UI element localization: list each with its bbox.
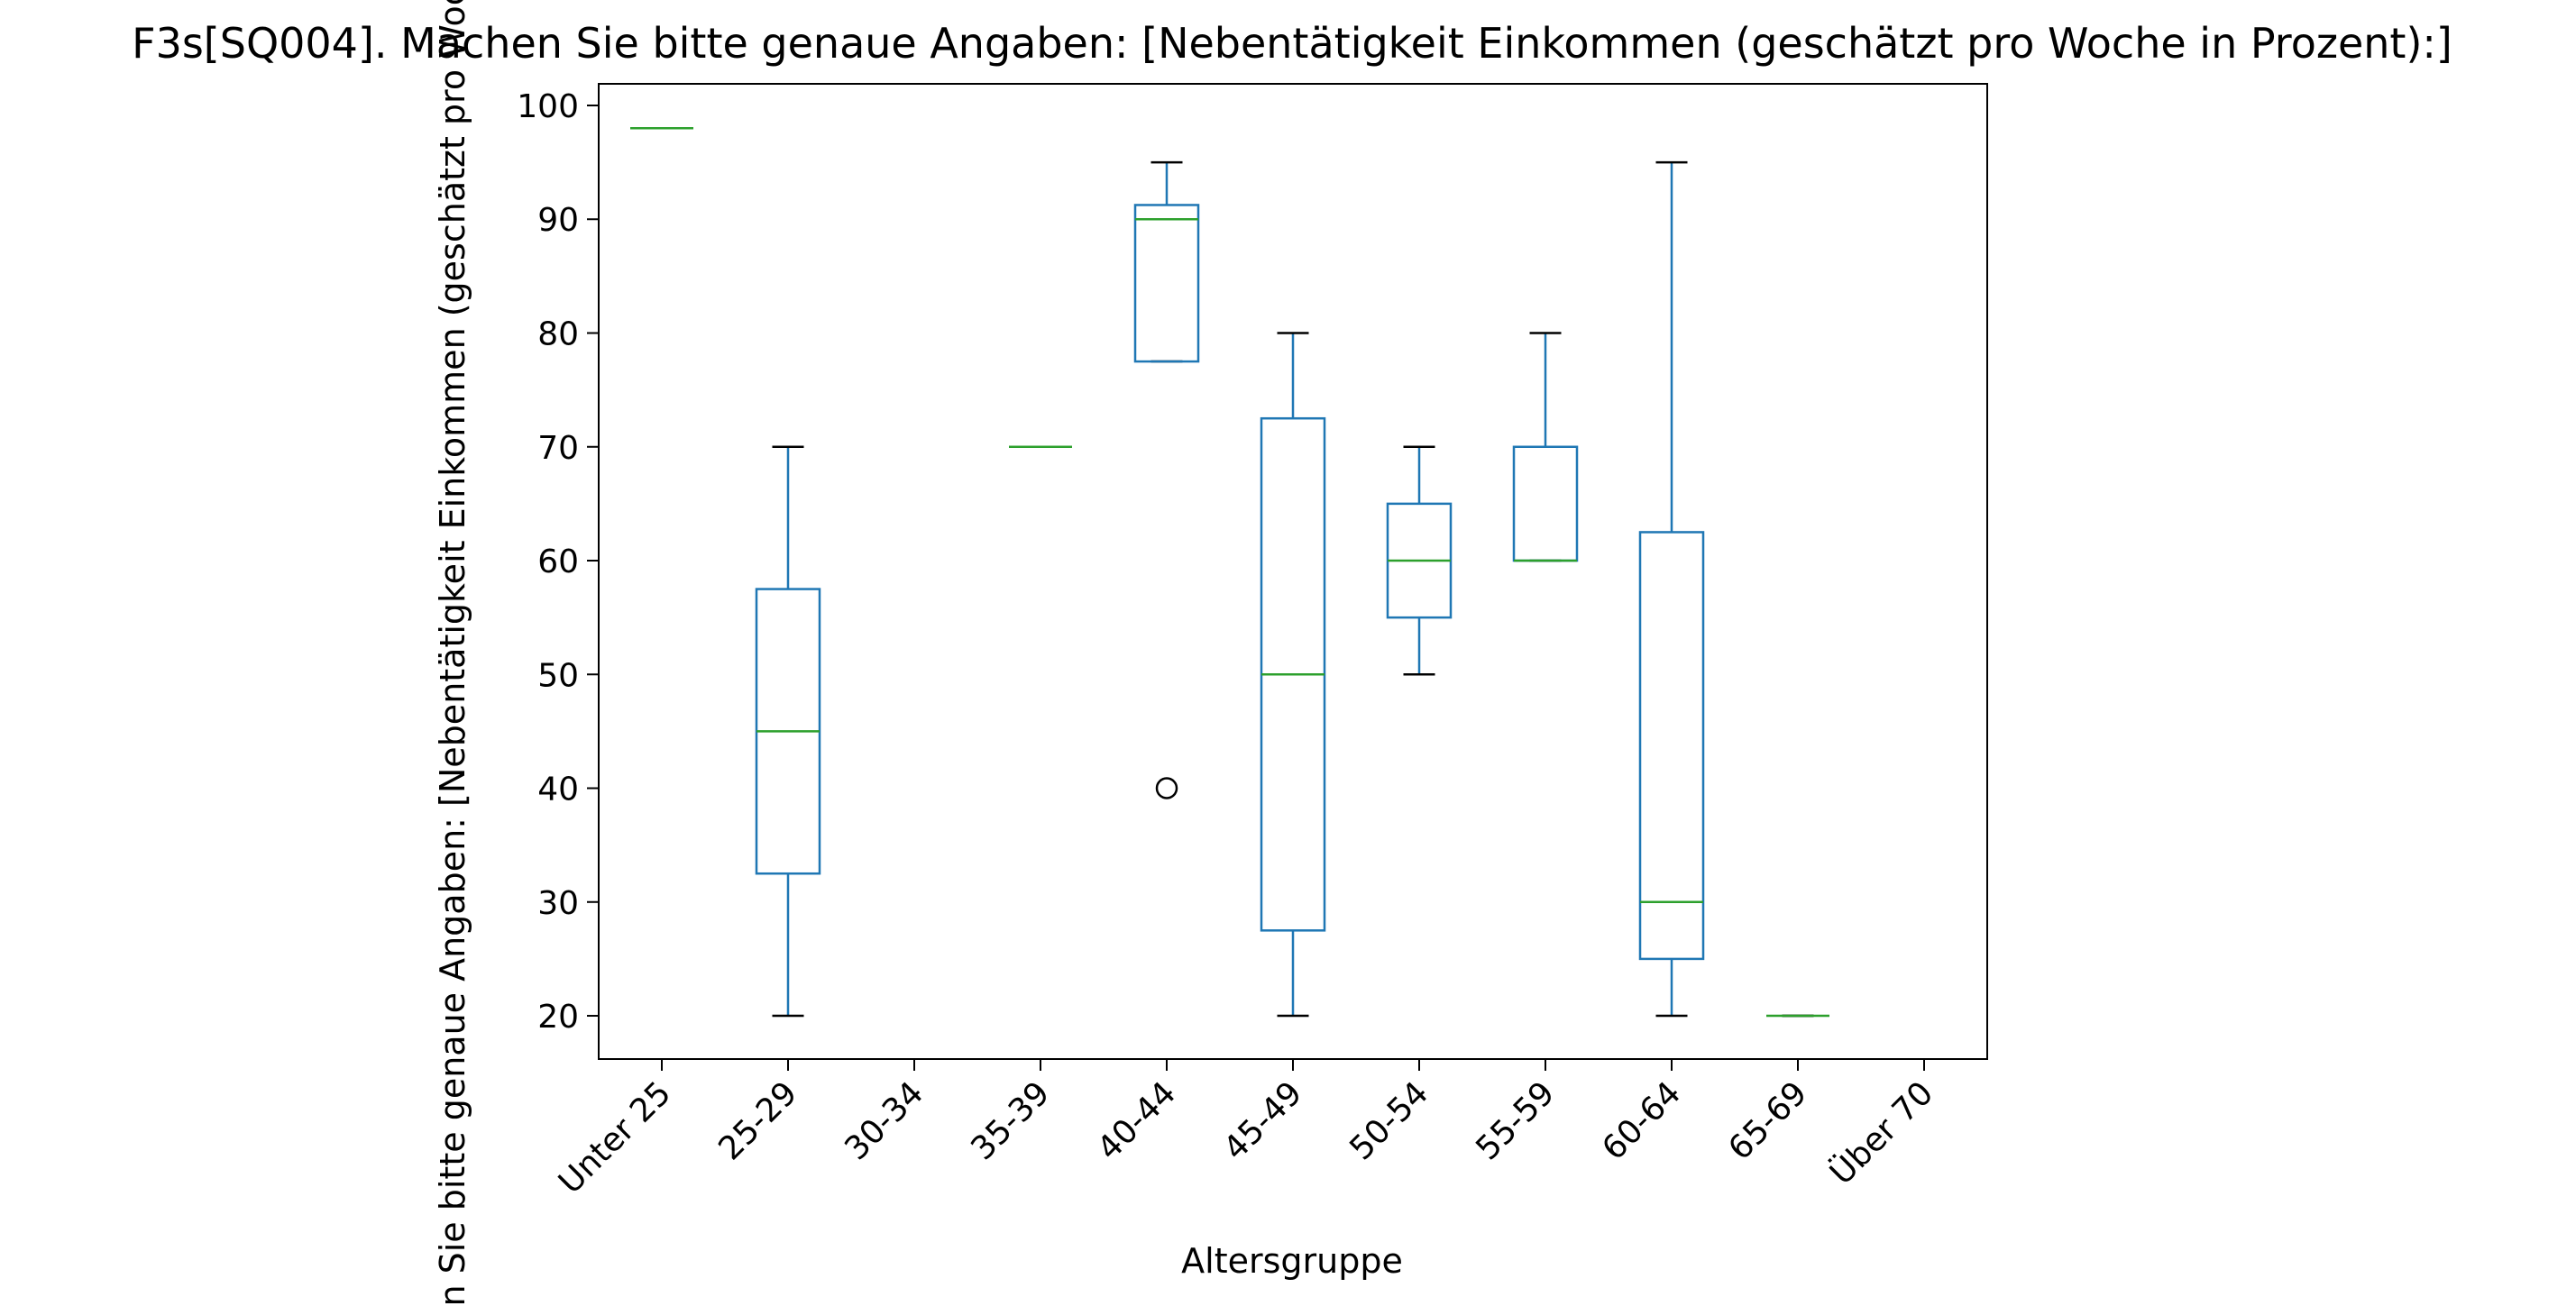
- y-tick-label: 40: [537, 772, 579, 808]
- x-tick-label: 45-49: [1216, 1074, 1309, 1167]
- x-tick-label: 60-64: [1595, 1074, 1688, 1167]
- x-axis-label: Altersgruppe: [1181, 1241, 1403, 1281]
- x-tick-label: Unter 25: [552, 1074, 678, 1201]
- y-tick-label: 70: [537, 430, 579, 467]
- y-tick-label: 30: [537, 885, 579, 922]
- y-axis-label: Machen Sie bitte genaue Angaben: [Nebent…: [433, 0, 472, 1306]
- x-tick-label: 30-34: [838, 1074, 930, 1167]
- x-tick-label: 55-59: [1469, 1074, 1562, 1167]
- box: [1512, 445, 1579, 562]
- x-tick-label: 65-69: [1721, 1074, 1814, 1167]
- x-tick-label: Über 70: [1822, 1074, 1940, 1192]
- x-tick-label: 50-54: [1343, 1074, 1435, 1167]
- y-tick-label: 20: [537, 999, 579, 1036]
- y-tick-label: 80: [537, 315, 579, 352]
- y-tick-label: 90: [537, 202, 579, 239]
- y-tick-label: 60: [537, 543, 579, 580]
- outlier: [1155, 777, 1178, 799]
- x-tick-label: 35-39: [964, 1074, 1057, 1167]
- x-tick-label: 40-44: [1090, 1074, 1183, 1167]
- box: [1133, 204, 1200, 363]
- y-tick-label: 100: [517, 88, 579, 125]
- y-tick-label: 50: [537, 657, 579, 694]
- chart-title: F3s[SQ004]. Machen Sie bitte genaue Anga…: [132, 19, 2452, 68]
- plot-frame: [598, 83, 1988, 1060]
- box: [1638, 531, 1705, 961]
- x-tick-label: 25-29: [711, 1074, 804, 1167]
